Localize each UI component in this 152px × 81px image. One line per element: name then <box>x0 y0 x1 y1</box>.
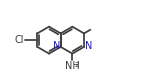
Text: 2: 2 <box>74 62 79 68</box>
Text: NH: NH <box>65 61 80 71</box>
Text: N: N <box>85 41 92 52</box>
Text: N: N <box>53 41 60 52</box>
Text: Cl: Cl <box>15 35 24 45</box>
